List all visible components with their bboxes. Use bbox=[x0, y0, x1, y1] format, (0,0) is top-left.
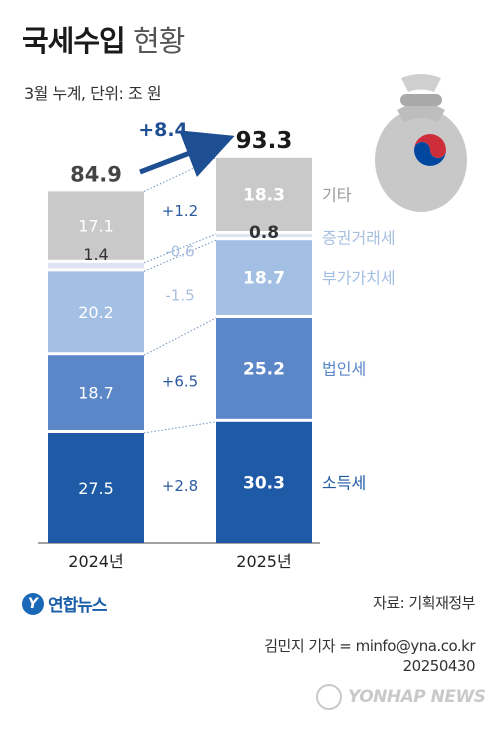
bar-segment-1-1 bbox=[216, 318, 312, 419]
title-bold: 국세수입 bbox=[22, 24, 126, 58]
credit-line-1: 김민지 기자 = minfo@yna.co.kr bbox=[264, 637, 475, 655]
change-label-2: -1.5 bbox=[165, 287, 194, 305]
legend-label-3: 증권거래세 bbox=[322, 229, 396, 248]
legend-label-2: 부가가치세 bbox=[322, 269, 396, 288]
chart-title: 국세수입 현황 bbox=[22, 18, 185, 60]
bar-segment-0-3 bbox=[48, 262, 144, 269]
connector-4 bbox=[143, 157, 217, 192]
credit-text: 김민지 기자 = minfo@yna.co.kr 20250430 bbox=[264, 636, 475, 676]
bar-segment-1-0 bbox=[216, 421, 312, 543]
legend-label-1: 법인세 bbox=[322, 359, 366, 378]
category-label-0: 2024년 bbox=[68, 552, 123, 571]
change-label-3: -0.6 bbox=[165, 243, 194, 261]
chart-subtitle: 3월 누계, 단위: 조 원 bbox=[24, 84, 162, 103]
bar-segment-0-2 bbox=[48, 271, 144, 353]
bar-segment-1-3 bbox=[216, 234, 312, 238]
change-arrow bbox=[139, 130, 235, 178]
value-label-1-2: 18.7 bbox=[243, 269, 285, 289]
bar-segment-0-1 bbox=[48, 355, 144, 430]
legend-label-4: 기타 bbox=[322, 185, 352, 204]
category-label-1: 2025년 bbox=[236, 552, 291, 571]
credit-line-2: 20250430 bbox=[402, 657, 476, 675]
value-label-1-1: 25.2 bbox=[243, 359, 285, 379]
change-label-4: +1.2 bbox=[162, 202, 198, 220]
connector-2 bbox=[143, 239, 217, 272]
value-label-0-1: 18.7 bbox=[78, 384, 114, 403]
value-label-1-4: 18.3 bbox=[243, 185, 285, 205]
money-bag-icon bbox=[375, 74, 467, 212]
total-label-1: 93.3 bbox=[236, 128, 293, 154]
watermark-logo-icon bbox=[316, 684, 342, 710]
yonhap-logo: Y 연합뉴스 bbox=[22, 591, 108, 616]
bar-segment-1-2 bbox=[216, 240, 312, 315]
watermark-text: YONHAP NEWS bbox=[348, 687, 486, 707]
value-label-0-3: 1.4 bbox=[83, 245, 108, 264]
change-label-1: +6.5 bbox=[162, 373, 198, 391]
source-text: 자료: 기획재정부 bbox=[373, 594, 475, 612]
connector-3 bbox=[143, 233, 217, 264]
value-label-1-3: 0.8 bbox=[249, 223, 279, 243]
connector-1 bbox=[143, 317, 217, 356]
connector-0 bbox=[143, 421, 217, 434]
bar-segment-0-4 bbox=[48, 191, 144, 260]
value-label-1-0: 30.3 bbox=[243, 473, 285, 493]
value-label-0-2: 20.2 bbox=[78, 303, 114, 322]
value-label-0-0: 27.5 bbox=[78, 479, 114, 498]
change-label-0: +2.8 bbox=[162, 477, 198, 495]
total-label-0: 84.9 bbox=[70, 162, 122, 186]
legend-label-0: 소득세 bbox=[322, 473, 366, 492]
stacked-bar-chart: 27.5 18.7 20.2 1.4 17.1 84.9 2024년 30.3 25.2 18.7… bbox=[38, 74, 467, 571]
title-light: 현황 bbox=[132, 24, 185, 58]
value-label-0-4: 17.1 bbox=[78, 217, 114, 236]
change-label: +8.4 bbox=[138, 119, 188, 141]
bar-segment-0-0 bbox=[48, 433, 144, 543]
yonhap-logo-icon: Y bbox=[22, 592, 44, 615]
yonhap-logo-text: 연합뉴스 bbox=[48, 596, 108, 616]
taegeuk-icon bbox=[414, 134, 446, 166]
yonhap-watermark: YONHAP NEWS bbox=[316, 684, 486, 710]
